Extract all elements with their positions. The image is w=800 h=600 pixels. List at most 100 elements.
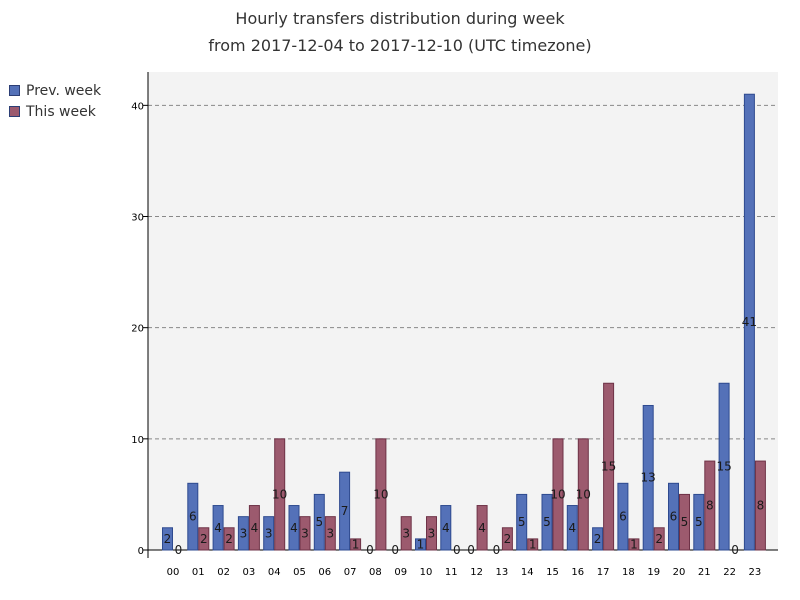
bar-this-week-15 <box>552 438 564 551</box>
data-label-this-week-10: 3 <box>428 526 436 540</box>
data-label-prev-week-02: 4 <box>214 521 222 535</box>
data-label-prev-week-09: 0 <box>391 543 399 557</box>
data-label-this-week-00: 0 <box>175 543 183 557</box>
data-label-this-week-22: 0 <box>731 543 739 557</box>
bar-this-week-02 <box>223 527 235 551</box>
bar-this-week-01 <box>198 527 210 551</box>
data-label-this-week-16: 10 <box>576 487 591 501</box>
legend-label-prev-week: Prev. week <box>26 82 102 99</box>
data-label-this-week-17: 15 <box>601 460 616 474</box>
y-tick-label-40: 40 <box>131 101 144 112</box>
bar-this-week-06 <box>324 516 336 551</box>
bar-this-week-16 <box>577 438 589 551</box>
data-label-this-week-14: 1 <box>529 537 537 551</box>
bar-prev-week-15 <box>541 493 553 551</box>
bar-this-week-21 <box>704 460 716 551</box>
chart-title-line-2: from 2017-12-04 to 2017-12-10 (UTC timez… <box>208 36 592 55</box>
x-tick-label-00: 00 <box>167 567 180 578</box>
bar-prev-week-00 <box>162 527 173 551</box>
x-tick-label-04: 04 <box>268 567 281 578</box>
bar-prev-week-16 <box>566 505 578 551</box>
bar-this-week-20 <box>679 493 690 551</box>
data-label-prev-week-15: 5 <box>543 515 551 529</box>
bar-prev-week-17 <box>592 527 604 551</box>
x-tick-label-16: 16 <box>571 567 584 578</box>
bar-prev-week-14 <box>516 493 528 551</box>
x-tick-label-09: 09 <box>394 567 407 578</box>
data-label-prev-week-17: 2 <box>594 532 602 546</box>
legend: Prev. week This week <box>9 80 101 122</box>
x-tick-label-05: 05 <box>293 567 306 578</box>
bar-this-week-09 <box>400 516 412 551</box>
data-label-this-week-04: 10 <box>272 487 287 501</box>
legend-swatch-this-week <box>9 106 20 117</box>
bar-this-week-17 <box>603 382 615 551</box>
bar-prev-week-18 <box>617 482 629 551</box>
plot-area <box>148 72 778 550</box>
x-tick-label-23: 23 <box>749 567 762 578</box>
data-label-this-week-01: 2 <box>200 532 208 546</box>
x-tick-label-11: 11 <box>445 567 458 578</box>
data-label-prev-week-14: 5 <box>518 515 526 529</box>
bar-prev-week-22 <box>718 382 730 551</box>
bar-prev-week-06 <box>313 493 325 551</box>
bar-prev-week-07 <box>339 471 351 551</box>
x-tick-label-17: 17 <box>597 567 610 578</box>
data-label-this-week-20: 5 <box>681 515 689 529</box>
data-label-this-week-23: 8 <box>757 499 765 513</box>
data-label-prev-week-19: 13 <box>641 471 656 485</box>
bar-this-week-07 <box>350 538 362 551</box>
x-tick-label-12: 12 <box>470 567 483 578</box>
y-tick-label-0: 0 <box>138 546 144 557</box>
data-label-prev-week-05: 4 <box>290 521 298 535</box>
bar-prev-week-11 <box>440 505 452 551</box>
x-tick-label-10: 10 <box>420 567 433 578</box>
bar-prev-week-04 <box>263 516 275 551</box>
bar-prev-week-05 <box>288 505 300 551</box>
data-label-prev-week-08: 0 <box>366 543 374 557</box>
bar-prev-week-23 <box>743 93 755 551</box>
y-tick-label-20: 20 <box>131 324 144 335</box>
data-label-prev-week-22: 15 <box>716 460 731 474</box>
data-label-prev-week-10: 1 <box>417 537 425 551</box>
x-tick-label-07: 07 <box>344 567 357 578</box>
bar-this-week-05 <box>299 516 311 551</box>
x-tick-label-20: 20 <box>673 567 686 578</box>
data-label-this-week-06: 3 <box>326 526 334 540</box>
bar-this-week-14 <box>527 538 539 551</box>
data-label-this-week-07: 1 <box>352 537 360 551</box>
bar-prev-week-01 <box>187 482 199 551</box>
bar-this-week-23 <box>754 460 766 551</box>
x-tick-label-06: 06 <box>318 567 331 578</box>
data-label-this-week-19: 2 <box>655 532 663 546</box>
data-label-prev-week-11: 4 <box>442 521 450 535</box>
x-tick-label-19: 19 <box>647 567 660 578</box>
data-label-prev-week-00: 2 <box>164 532 172 546</box>
x-tick-label-03: 03 <box>243 567 256 578</box>
bar-prev-week-20 <box>668 482 679 551</box>
bar-this-week-04 <box>274 438 286 551</box>
bar-this-week-18 <box>628 538 640 551</box>
data-label-prev-week-13: 0 <box>493 543 501 557</box>
data-label-prev-week-07: 7 <box>341 504 349 518</box>
data-label-prev-week-01: 6 <box>189 510 197 524</box>
bar-this-week-19 <box>653 527 665 551</box>
y-tick-label-30: 30 <box>131 213 144 224</box>
data-label-prev-week-04: 3 <box>265 526 273 540</box>
data-label-prev-week-21: 5 <box>695 515 703 529</box>
x-tick-label-13: 13 <box>496 567 509 578</box>
y-tick-label-10: 10 <box>131 435 144 446</box>
bar-this-week-13 <box>501 527 513 551</box>
bar-prev-week-03 <box>237 516 249 551</box>
x-tick-label-21: 21 <box>698 567 711 578</box>
data-label-this-week-12: 4 <box>478 521 486 535</box>
bar-this-week-08 <box>375 438 387 551</box>
x-tick-label-18: 18 <box>622 567 635 578</box>
data-label-this-week-03: 4 <box>251 521 259 535</box>
data-label-this-week-02: 2 <box>225 532 233 546</box>
x-tick-label-02: 02 <box>217 567 230 578</box>
bar-this-week-10 <box>426 516 437 551</box>
data-label-this-week-05: 3 <box>301 526 309 540</box>
x-tick-label-08: 08 <box>369 567 382 578</box>
